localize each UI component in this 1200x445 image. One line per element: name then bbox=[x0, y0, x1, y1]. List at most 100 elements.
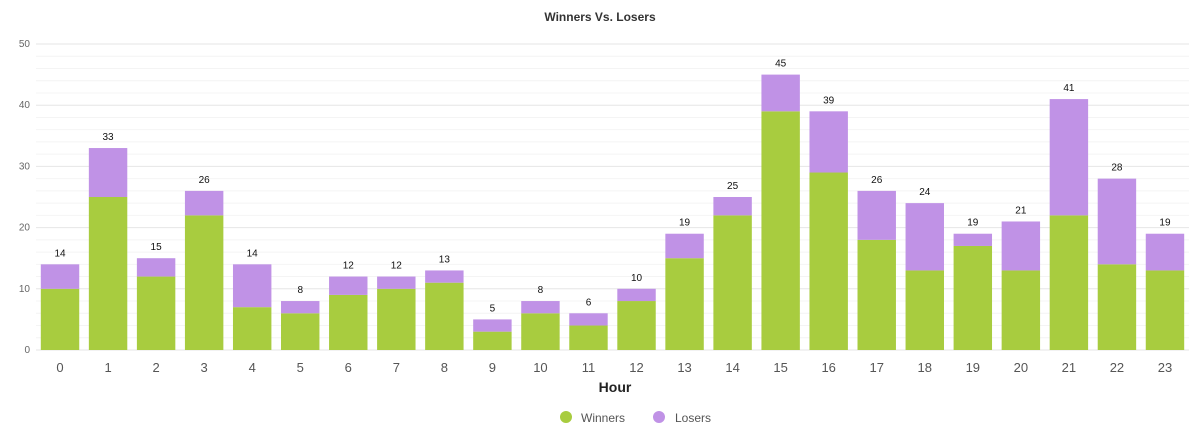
x-tick-label: 21 bbox=[1062, 360, 1076, 375]
bar-winners-2 bbox=[136, 276, 176, 350]
bar-winners-0 bbox=[40, 288, 80, 350]
x-tick-label: 9 bbox=[489, 360, 496, 375]
x-tick-label: 16 bbox=[821, 360, 835, 375]
data-label-16: 39 bbox=[823, 95, 835, 106]
bar-losers-15 bbox=[761, 74, 800, 112]
bar-losers-7 bbox=[377, 276, 416, 289]
bars bbox=[40, 74, 1185, 350]
bar-losers-8 bbox=[425, 270, 464, 283]
x-tick-label: 13 bbox=[677, 360, 691, 375]
data-label-7: 12 bbox=[391, 261, 403, 272]
data-label-11: 6 bbox=[586, 297, 592, 308]
bar-losers-22 bbox=[1097, 178, 1137, 265]
chart-title: Winners Vs. Losers bbox=[544, 10, 656, 24]
x-axis: 0 1 2 3 4 5 6 7 8 9 10 11 12 13 14 15 16 17 18 19 20 21 22 23 bbox=[56, 360, 1172, 375]
bar-winners-21 bbox=[1049, 215, 1089, 350]
x-tick-label: 8 bbox=[441, 360, 448, 375]
x-tick-label: 2 bbox=[152, 360, 159, 375]
bar-winners-3 bbox=[184, 215, 224, 350]
bar-winners-12 bbox=[617, 301, 656, 350]
bar-winners-15 bbox=[761, 111, 800, 350]
bar-losers-14 bbox=[713, 197, 752, 216]
data-label-8: 13 bbox=[439, 254, 451, 265]
bar-winners-5 bbox=[281, 313, 320, 350]
x-tick-label: 14 bbox=[725, 360, 739, 375]
bar-losers-5 bbox=[281, 301, 320, 314]
bar-losers-2 bbox=[136, 258, 176, 277]
x-tick-label: 7 bbox=[393, 360, 400, 375]
bar-winners-20 bbox=[1001, 270, 1041, 350]
bar-losers-11 bbox=[569, 313, 608, 326]
y-tick-label: 10 bbox=[19, 284, 31, 295]
x-tick-label: 15 bbox=[773, 360, 787, 375]
data-label-0: 14 bbox=[54, 248, 66, 259]
x-tick-label: 23 bbox=[1158, 360, 1172, 375]
data-label-12: 10 bbox=[631, 273, 643, 284]
data-label-14: 25 bbox=[727, 181, 739, 192]
legend-marker-winners[interactable] bbox=[560, 411, 572, 423]
bar-losers-19 bbox=[953, 233, 993, 246]
data-label-5: 8 bbox=[297, 285, 303, 296]
x-tick-label: 3 bbox=[201, 360, 208, 375]
x-tick-label: 12 bbox=[629, 360, 643, 375]
bar-winners-13 bbox=[665, 258, 704, 350]
bar-winners-10 bbox=[521, 313, 560, 350]
data-label-6: 12 bbox=[343, 261, 355, 272]
x-tick-label: 10 bbox=[533, 360, 547, 375]
bar-winners-22 bbox=[1097, 264, 1137, 350]
data-labels: 14 33 15 26 14 8 12 12 13 5 8 6 10 19 25 45 39 26 24 19 21 41… bbox=[54, 59, 1171, 315]
data-label-22: 28 bbox=[1111, 163, 1123, 174]
data-label-2: 15 bbox=[151, 242, 163, 253]
x-tick-label: 22 bbox=[1110, 360, 1124, 375]
bar-losers-1 bbox=[88, 148, 128, 197]
bar-losers-18 bbox=[905, 203, 944, 271]
x-tick-label: 17 bbox=[869, 360, 883, 375]
bar-losers-13 bbox=[665, 233, 704, 259]
data-label-10: 8 bbox=[538, 285, 544, 296]
data-label-15: 45 bbox=[775, 59, 787, 70]
bar-winners-7 bbox=[377, 288, 416, 350]
x-tick-label: 20 bbox=[1014, 360, 1028, 375]
bar-winners-9 bbox=[473, 331, 512, 350]
bar-losers-20 bbox=[1001, 221, 1041, 271]
data-label-21: 41 bbox=[1063, 83, 1075, 94]
data-label-1: 33 bbox=[103, 132, 115, 143]
bar-losers-16 bbox=[809, 111, 848, 173]
y-tick-label: 20 bbox=[19, 223, 31, 234]
x-tick-label: 18 bbox=[918, 360, 932, 375]
bar-losers-3 bbox=[184, 190, 224, 216]
bar-losers-12 bbox=[617, 288, 656, 302]
data-label-20: 21 bbox=[1015, 205, 1027, 216]
bar-losers-4 bbox=[232, 264, 272, 308]
x-tick-label: 19 bbox=[966, 360, 980, 375]
bar-winners-17 bbox=[857, 239, 896, 350]
bar-losers-6 bbox=[329, 276, 368, 295]
x-tick-label: 1 bbox=[104, 360, 111, 375]
legend: Winners Losers bbox=[560, 411, 711, 425]
bar-winners-8 bbox=[425, 282, 464, 350]
y-tick-label: 40 bbox=[19, 100, 31, 111]
bar-losers-10 bbox=[521, 301, 560, 314]
x-tick-label: 4 bbox=[249, 360, 256, 375]
legend-label-winners[interactable]: Winners bbox=[581, 411, 625, 425]
x-tick-label: 11 bbox=[582, 360, 596, 375]
bar-winners-18 bbox=[905, 270, 944, 350]
y-tick-label: 50 bbox=[19, 39, 31, 50]
bar-losers-21 bbox=[1049, 99, 1089, 216]
x-axis-label: Hour bbox=[599, 379, 632, 395]
legend-marker-losers[interactable] bbox=[653, 411, 665, 423]
bar-winners-6 bbox=[329, 294, 368, 350]
data-label-9: 5 bbox=[490, 303, 496, 314]
bar-winners-16 bbox=[809, 172, 848, 350]
data-label-18: 24 bbox=[919, 187, 931, 198]
bar-losers-23 bbox=[1145, 233, 1185, 271]
grid-lines bbox=[36, 43, 1189, 351]
data-label-4: 14 bbox=[247, 248, 259, 259]
y-tick-label: 30 bbox=[19, 161, 31, 172]
x-tick-label: 6 bbox=[345, 360, 352, 375]
y-axis: 0 10 20 30 40 50 bbox=[19, 39, 31, 356]
x-tick-label: 0 bbox=[56, 360, 63, 375]
legend-label-losers[interactable]: Losers bbox=[675, 411, 711, 425]
bar-winners-19 bbox=[953, 245, 993, 350]
